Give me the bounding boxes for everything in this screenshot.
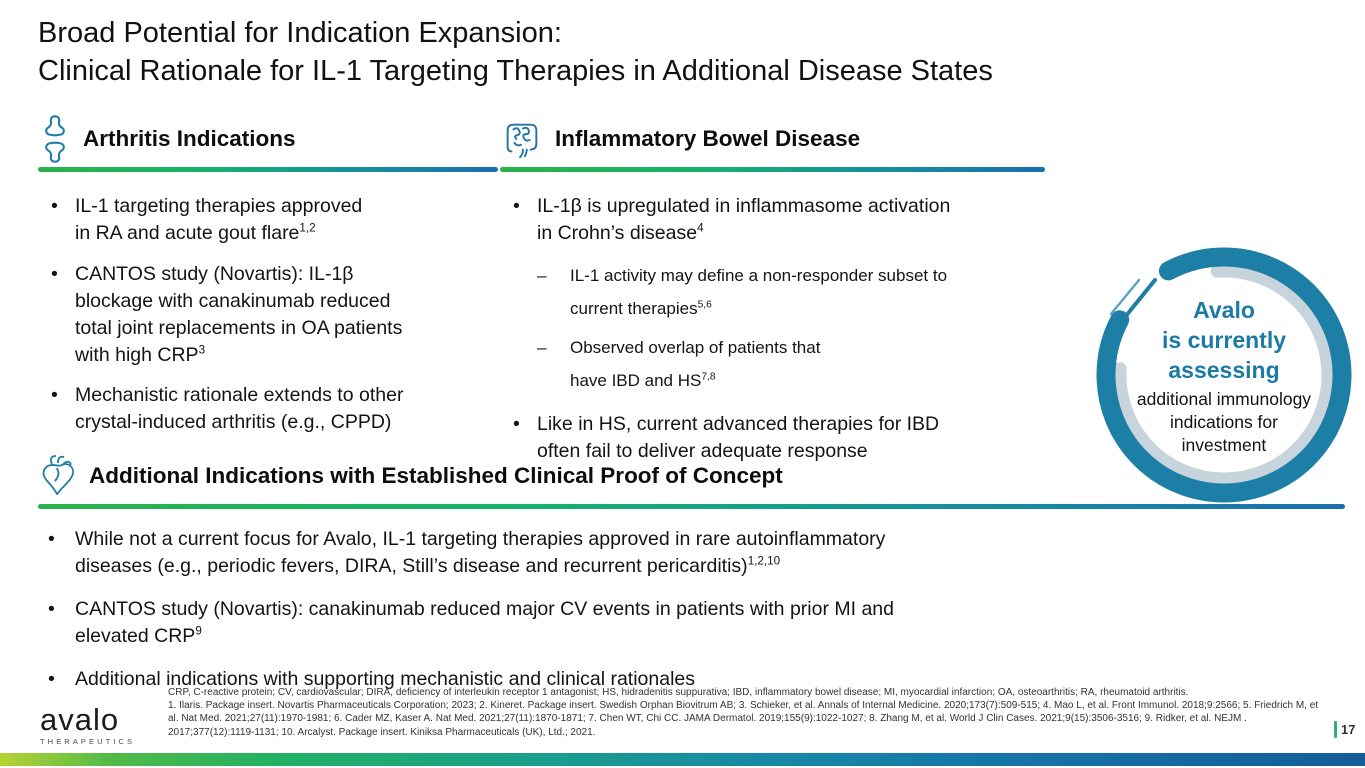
section-additional: Additional Indications with Established … xyxy=(38,449,1345,709)
avalo-assessing-badge: Avalo is currently assessing additional … xyxy=(1083,234,1365,516)
additional-bullet-list: While not a current focus for Avalo, IL-… xyxy=(38,526,1345,693)
slide-title-line1: Broad Potential for Indication Expansion… xyxy=(38,17,562,49)
list-item: Additional indications with supporting m… xyxy=(38,666,1345,693)
ibd-underline xyxy=(500,167,1045,172)
arthritis-header: Arthritis Indications xyxy=(38,112,498,166)
list-item: While not a current focus for Avalo, IL-… xyxy=(38,526,1345,580)
list-item: CANTOS study (Novartis): IL-1β blockage … xyxy=(38,261,498,369)
page-number-tick xyxy=(1334,721,1337,738)
additional-header: Additional Indications with Established … xyxy=(38,449,1345,503)
avalo-logo-subtext: THERAPEUTICS xyxy=(40,737,136,746)
arthritis-underline xyxy=(38,167,498,172)
arthritis-bullet-list: IL-1 targeting therapies approved in RA … xyxy=(38,193,498,436)
additional-heading: Additional Indications with Established … xyxy=(89,463,783,488)
badge-detail-text: additional immunology indications for in… xyxy=(1136,389,1312,455)
footnote-abbreviations: CRP, C-reactive protein; CV, cardiovascu… xyxy=(168,687,1189,698)
avalo-logo-wordmark: avalo xyxy=(40,702,120,737)
list-item: IL-1β is upregulated in inflammasome act… xyxy=(500,193,1045,397)
section-ibd: Inflammatory Bowel Disease IL-1β is upre… xyxy=(500,112,1045,479)
ibd-heading: Inflammatory Bowel Disease xyxy=(555,126,861,151)
brush-circle-graphic xyxy=(1096,247,1352,503)
list-item: Like in HS, current advanced therapies f… xyxy=(500,411,1045,465)
avalo-logo: avalo THERAPEUTICS xyxy=(40,704,135,746)
joint-icon xyxy=(38,114,72,164)
page-number: 17 xyxy=(1341,722,1356,737)
list-item: Mechanistic rationale extends to other c… xyxy=(38,382,498,436)
footnote-references: 1. Ilaris. Package insert. Novartis Phar… xyxy=(168,700,1319,738)
list-item: Observed overlap of patients that have I… xyxy=(537,331,1045,397)
slide-title-line2: Clinical Rationale for IL-1 Targeting Th… xyxy=(38,55,993,87)
bottom-gradient-bar xyxy=(0,753,1365,766)
badge-text: Avalo is currently assessing additional … xyxy=(1083,234,1365,516)
slide-title: Broad Potential for Indication Expansion… xyxy=(38,14,993,90)
additional-underline xyxy=(38,504,1345,509)
ibd-bullet-list: IL-1β is upregulated in inflammasome act… xyxy=(500,193,1045,465)
intestines-icon xyxy=(500,117,544,161)
ibd-header: Inflammatory Bowel Disease xyxy=(500,112,1045,166)
section-arthritis: Arthritis Indications IL-1 targeting the… xyxy=(38,112,498,450)
arthritis-heading: Arthritis Indications xyxy=(83,126,296,151)
badge-emphasis-text: Avalo is currently assessing xyxy=(1162,297,1286,383)
list-item: IL-1 activity may define a non-responder… xyxy=(537,259,1045,325)
ibd-sub-bullet-list: IL-1 activity may define a non-responder… xyxy=(537,259,1045,398)
list-item: CANTOS study (Novartis): canakinumab red… xyxy=(38,596,1345,650)
list-item: IL-1 targeting therapies approved in RA … xyxy=(38,193,498,247)
heart-icon xyxy=(38,453,78,499)
footnotes: CRP, C-reactive protein; CV, cardiovascu… xyxy=(168,686,1331,739)
